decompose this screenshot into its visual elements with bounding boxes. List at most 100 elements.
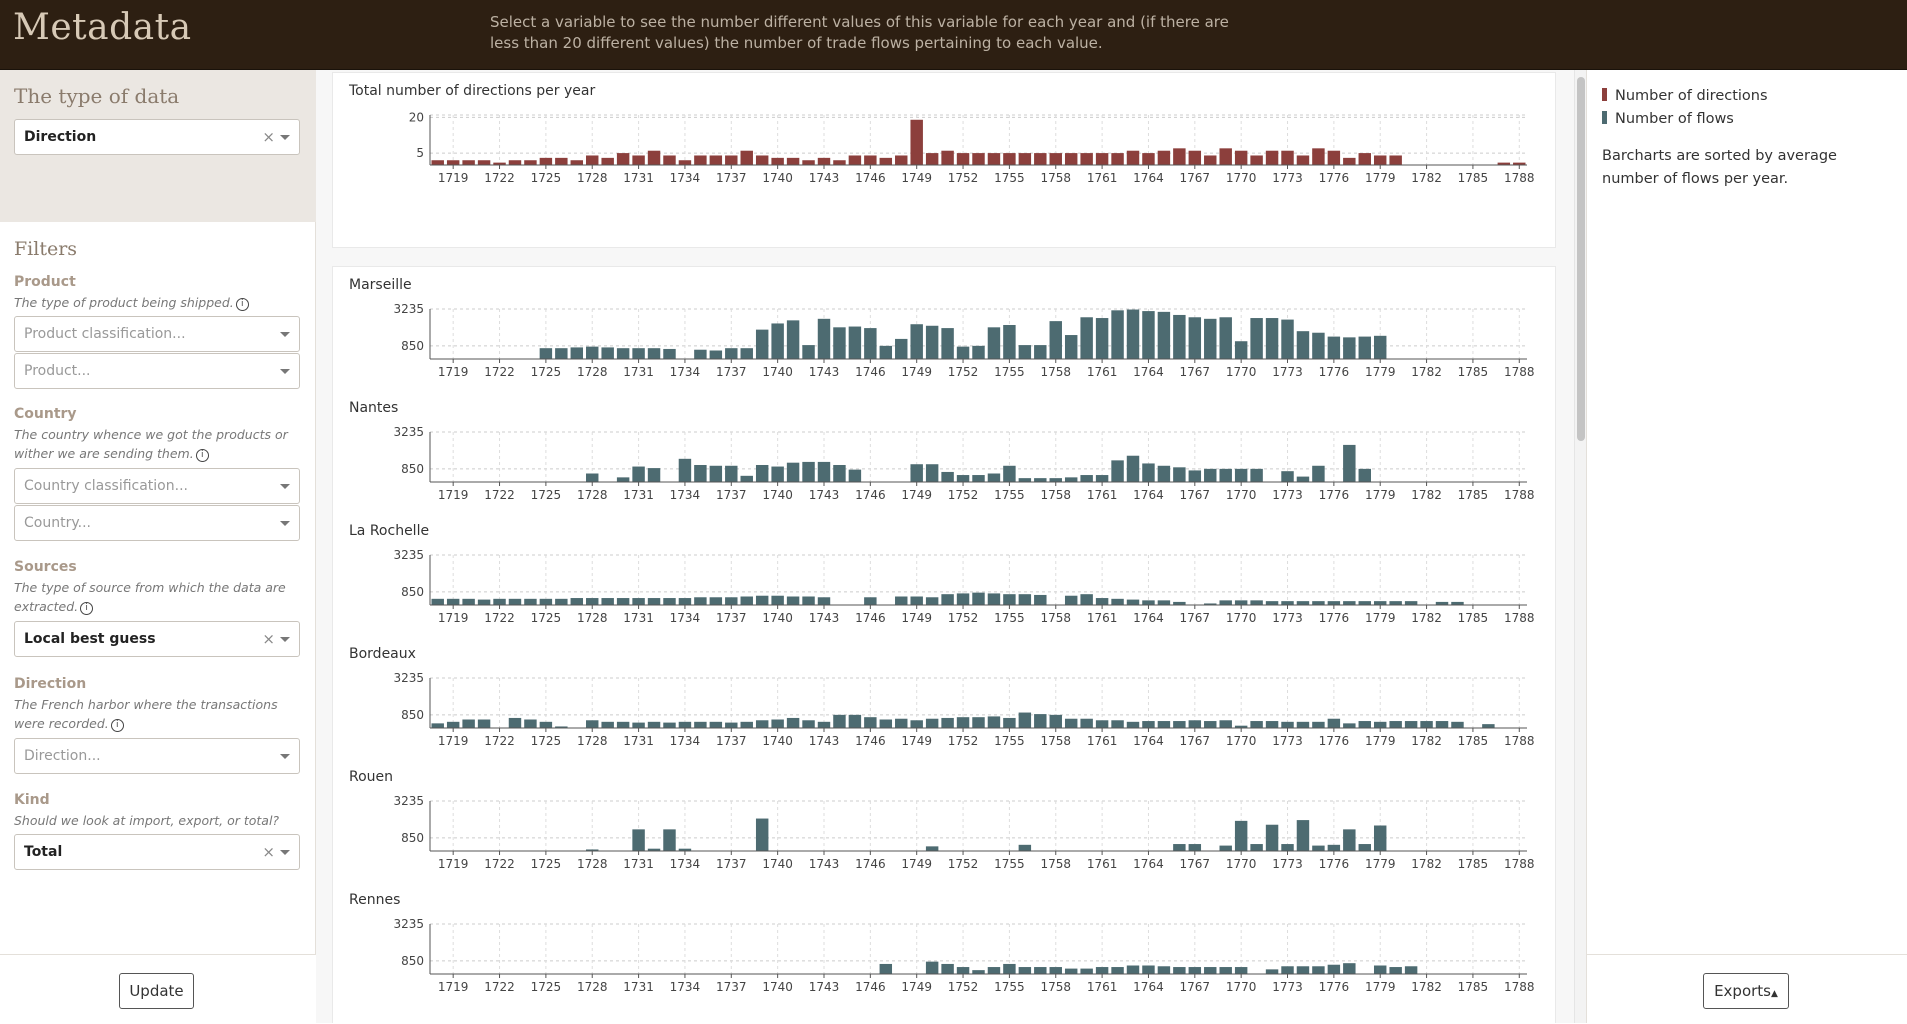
header-description: Select a variable to see the number diff… — [490, 13, 1229, 52]
chart-group: Rouen 850 3235 1719 1722 1725 1728 1731 1734 1737… — [349, 769, 1535, 871]
bar — [1095, 967, 1109, 974]
x-tick-label: 1770 — [1226, 611, 1257, 625]
bar — [1513, 162, 1526, 165]
clear-icon[interactable]: × — [262, 128, 275, 146]
x-tick-label: 1776 — [1319, 171, 1350, 185]
info-icon[interactable]: i — [195, 449, 209, 462]
x-tick-label: 1785 — [1458, 611, 1489, 625]
x-tick-label: 1761 — [1087, 171, 1118, 185]
scrollbar[interactable] — [1574, 70, 1586, 1023]
bar — [1312, 601, 1325, 605]
chevron-down-icon[interactable] — [280, 332, 290, 337]
info-icon[interactable]: i — [110, 719, 124, 732]
chart-title: La Rochelle — [349, 523, 429, 539]
kind-select[interactable]: Total × — [14, 834, 300, 870]
bar — [1188, 317, 1202, 359]
chevron-down-icon[interactable] — [280, 850, 290, 855]
x-tick-label: 1746 — [855, 611, 886, 625]
chevron-down-icon[interactable] — [280, 754, 290, 759]
charts-area[interactable]: Total number of directions per year 5 20 17… — [316, 70, 1574, 1023]
bar — [1358, 336, 1371, 359]
sources-select[interactable]: Local best guess × — [14, 621, 300, 657]
info-icon[interactable]: i — [235, 298, 249, 311]
x-tick-label: 1731 — [623, 734, 654, 748]
info-icon[interactable]: i — [80, 602, 94, 615]
chevron-down-icon[interactable] — [280, 369, 290, 374]
bar — [647, 598, 661, 605]
x-tick-label: 1770 — [1226, 734, 1257, 748]
x-tick-label: 1743 — [809, 857, 840, 871]
bar — [755, 329, 769, 359]
bar — [1497, 162, 1511, 165]
bar — [694, 349, 707, 359]
bar — [1389, 155, 1402, 165]
bar — [1173, 844, 1186, 851]
chevron-down-icon[interactable] — [280, 484, 290, 489]
bar — [1003, 963, 1016, 974]
bar — [709, 597, 723, 605]
clear-icon[interactable]: × — [262, 843, 275, 861]
chevron-down-icon[interactable] — [280, 135, 290, 140]
bar — [925, 597, 939, 605]
bar — [493, 598, 506, 605]
product-description: The type of product being shipped. i — [14, 293, 309, 312]
bar — [508, 598, 522, 605]
x-tick-label: 1725 — [531, 734, 562, 748]
x-tick-label: 1761 — [1087, 857, 1118, 871]
x-tick-label: 1785 — [1458, 365, 1489, 379]
bar — [462, 598, 475, 605]
y-tick-label: 3235 — [393, 302, 424, 316]
exports-button[interactable]: Exports▲ — [1703, 973, 1789, 1009]
bar — [1265, 824, 1279, 851]
bar — [864, 155, 877, 165]
x-tick-label: 1767 — [1180, 980, 1211, 994]
x-tick-label: 1722 — [484, 980, 515, 994]
bar — [1049, 153, 1062, 165]
bar — [1126, 150, 1140, 165]
bar — [925, 961, 939, 974]
bar — [1389, 967, 1402, 974]
scrollbar-thumb[interactable] — [1577, 77, 1585, 441]
update-button[interactable]: Update — [119, 973, 194, 1009]
product-classification-select[interactable]: Product classification... — [14, 316, 300, 352]
y-tick-label: 850 — [401, 462, 424, 476]
x-tick-label: 1767 — [1180, 734, 1211, 748]
bar — [987, 593, 1001, 605]
x-tick-label: 1767 — [1180, 171, 1211, 185]
bar — [1142, 311, 1155, 359]
x-tick-label: 1722 — [484, 611, 515, 625]
bar — [616, 721, 630, 728]
type-of-data-select[interactable]: Direction × — [14, 119, 300, 155]
y-tick-label: 850 — [401, 708, 424, 722]
bar — [1296, 476, 1310, 482]
bar — [462, 160, 475, 165]
x-tick-label: 1743 — [809, 171, 840, 185]
x-tick-label: 1773 — [1272, 980, 1303, 994]
bar — [802, 345, 815, 359]
x-tick-label: 1770 — [1226, 365, 1257, 379]
bar — [1064, 477, 1078, 482]
bar — [678, 598, 692, 605]
y-tick-label: 20 — [409, 110, 424, 124]
x-tick-label: 1728 — [577, 857, 608, 871]
bar — [586, 720, 599, 728]
country-select[interactable]: Country... — [14, 505, 300, 541]
bar — [1157, 311, 1171, 359]
chevron-down-icon[interactable] — [280, 521, 290, 526]
bar — [1157, 966, 1171, 974]
chevron-down-icon[interactable] — [280, 637, 290, 642]
direction-select[interactable]: Direction... — [14, 738, 300, 774]
legend-footer: Exports▲ — [1587, 954, 1907, 1024]
bar — [694, 597, 707, 605]
bar — [1281, 844, 1294, 851]
product-select[interactable]: Product... — [14, 353, 300, 389]
bar — [1095, 598, 1109, 605]
clear-icon[interactable]: × — [262, 630, 275, 648]
x-tick-label: 1749 — [901, 734, 932, 748]
x-tick-label: 1731 — [623, 488, 654, 502]
bar — [616, 477, 630, 482]
bar — [1173, 314, 1186, 359]
country-classification-select[interactable]: Country classification... — [14, 468, 300, 504]
bar — [477, 719, 491, 728]
bar — [1404, 601, 1418, 605]
